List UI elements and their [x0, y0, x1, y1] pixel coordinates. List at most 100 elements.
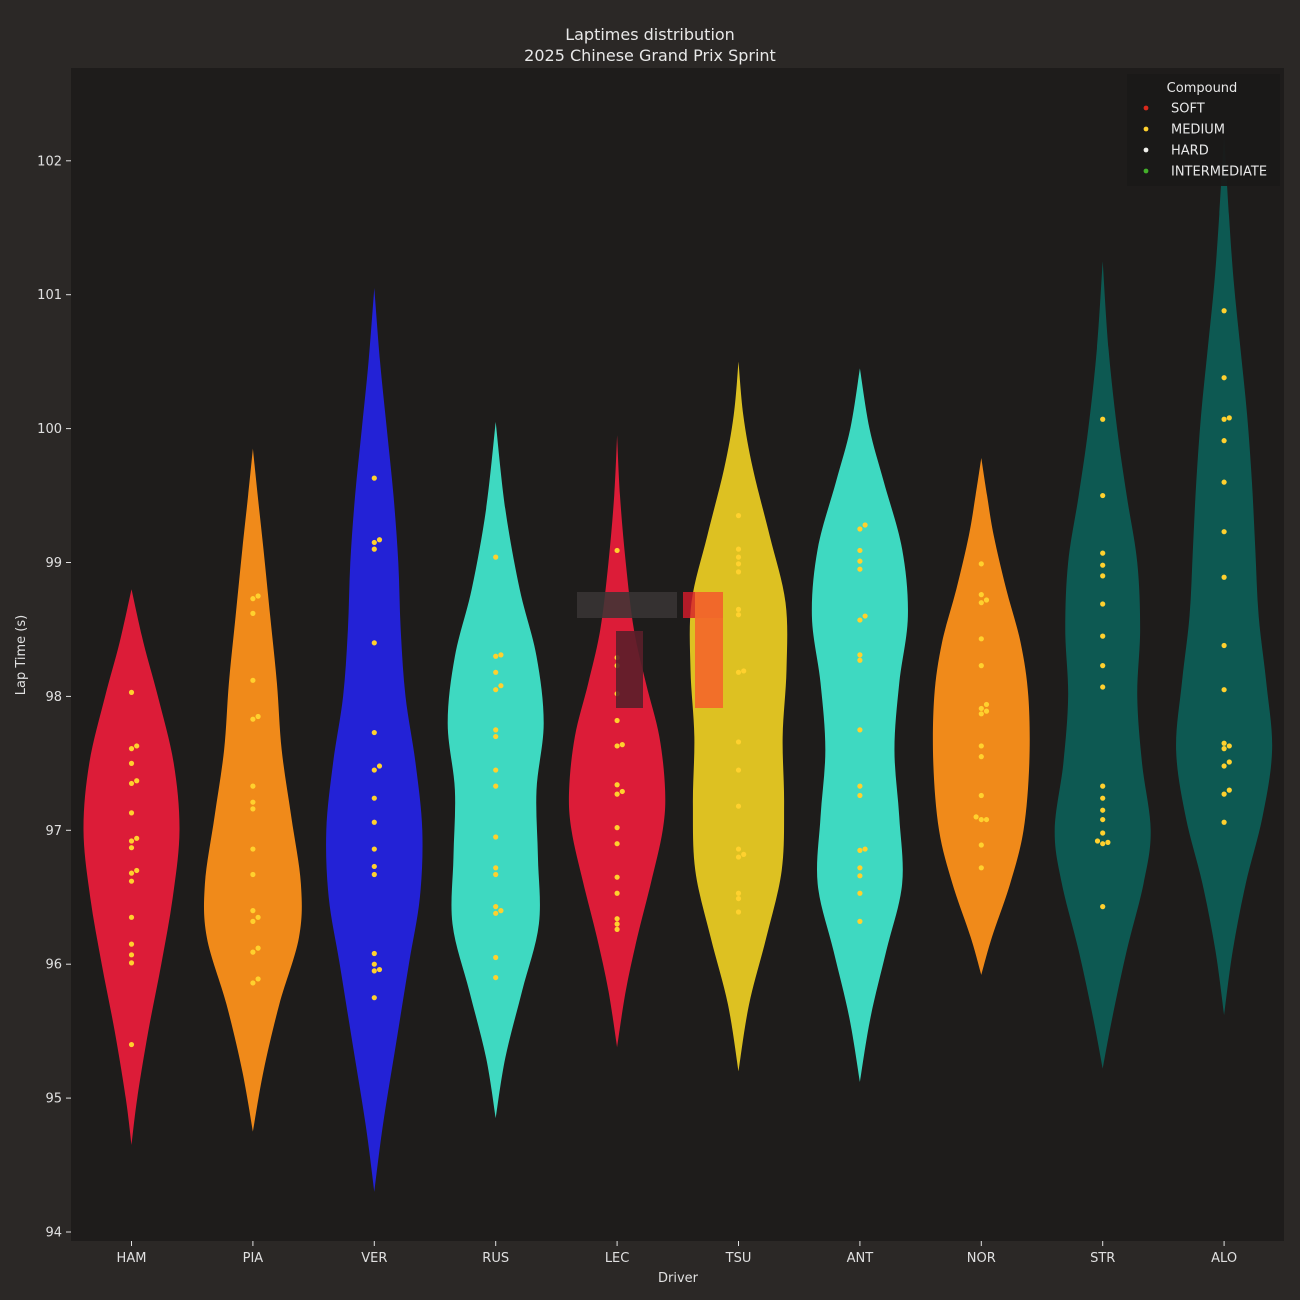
x-tick-label: HAM — [117, 1251, 147, 1266]
lap-point — [255, 976, 261, 982]
lap-point — [1226, 415, 1232, 421]
lap-point — [735, 569, 742, 575]
lap-point — [1100, 492, 1106, 499]
lap-point — [983, 816, 990, 823]
lap-point — [134, 835, 140, 841]
lap-point — [735, 669, 742, 675]
lap-point — [1221, 740, 1227, 746]
violin-group-ant — [811, 368, 908, 1083]
x-tick-label: NOR — [967, 1251, 996, 1266]
lap-point — [1105, 839, 1111, 845]
lap-point — [735, 546, 742, 552]
lap-point — [1100, 633, 1106, 639]
lap-point — [1221, 308, 1227, 314]
lap-point — [1100, 807, 1106, 813]
lap-point — [128, 952, 135, 958]
lap-point — [735, 846, 742, 852]
lap-point — [250, 949, 256, 955]
lap-point — [1221, 479, 1227, 485]
x-tick-label: PIA — [243, 1251, 264, 1266]
lap-point — [1221, 375, 1227, 381]
violin-group-ver — [326, 288, 423, 1192]
lap-point — [1100, 562, 1106, 568]
lap-point — [978, 865, 984, 871]
legend-title: Compound — [1167, 81, 1238, 96]
lap-point — [735, 803, 742, 809]
x-tick-label: ANT — [847, 1251, 874, 1266]
lap-point — [1100, 904, 1106, 910]
violin-tsu — [689, 361, 788, 1072]
lap-point — [498, 908, 504, 914]
lap-point — [978, 743, 984, 749]
lap-point — [376, 537, 383, 543]
lap-point — [978, 636, 984, 642]
lap-point — [1226, 743, 1232, 749]
lap-point — [735, 895, 742, 902]
lap-point — [1221, 529, 1227, 535]
lap-point — [1094, 838, 1101, 844]
lap-point — [371, 950, 377, 957]
overlay-artifact — [577, 592, 677, 618]
lap-point — [862, 846, 868, 852]
lap-point — [250, 980, 256, 986]
lap-point — [735, 554, 742, 560]
lap-point — [371, 863, 377, 870]
lap-point — [614, 782, 620, 788]
violin-group-nor — [932, 458, 1030, 975]
legend-marker-hard — [1143, 147, 1149, 153]
lap-point — [983, 708, 990, 714]
lap-point — [1226, 759, 1232, 765]
lap-point — [619, 788, 625, 795]
lap-point — [1100, 816, 1106, 823]
lap-point — [255, 713, 261, 720]
legend-box — [1127, 74, 1280, 186]
lap-point — [371, 819, 377, 825]
lap-point — [128, 838, 135, 844]
lap-point — [493, 904, 499, 910]
lap-point — [493, 554, 499, 560]
lap-point — [857, 652, 863, 658]
lap-point — [614, 890, 620, 896]
lap-point — [1221, 438, 1227, 444]
lap-point — [973, 814, 979, 820]
lap-point — [857, 558, 863, 564]
lap-point — [857, 547, 863, 554]
violin-group-str — [1054, 261, 1151, 1069]
lap-point — [983, 597, 990, 603]
lap-point — [255, 914, 261, 920]
lap-point — [735, 890, 742, 896]
lap-point — [371, 995, 377, 1001]
lap-point — [614, 825, 620, 831]
legend-items: SOFT MEDIUM HARD INTERMEDIATE — [1143, 102, 1267, 180]
lap-point — [857, 918, 863, 924]
lap-point — [128, 845, 135, 851]
lap-point — [862, 522, 868, 528]
lap-point — [250, 677, 256, 683]
lap-point — [978, 592, 984, 598]
lap-point — [371, 961, 377, 967]
lap-point — [614, 547, 620, 554]
lap-point — [857, 783, 863, 789]
lap-point — [493, 910, 499, 916]
lap-point — [493, 669, 499, 675]
lap-point — [498, 652, 504, 658]
lap-point — [250, 871, 256, 878]
x-tick-label: ALO — [1211, 1251, 1237, 1266]
lap-point — [371, 767, 377, 773]
lap-point — [250, 846, 256, 852]
lap-point — [614, 791, 620, 797]
lap-point — [619, 742, 625, 748]
lap-point — [371, 640, 377, 646]
lap-point — [735, 561, 742, 567]
x-tick-label: TSU — [725, 1251, 752, 1266]
lap-point — [493, 733, 499, 740]
violin-ver — [326, 288, 423, 1192]
lap-point — [1100, 416, 1106, 422]
x-tick-label: LEC — [605, 1251, 630, 1266]
lap-point — [978, 792, 984, 799]
lap-point — [250, 596, 256, 602]
lap-point — [250, 610, 256, 616]
lap-point — [1100, 663, 1106, 669]
lap-point — [250, 908, 256, 914]
lap-point — [741, 851, 747, 858]
